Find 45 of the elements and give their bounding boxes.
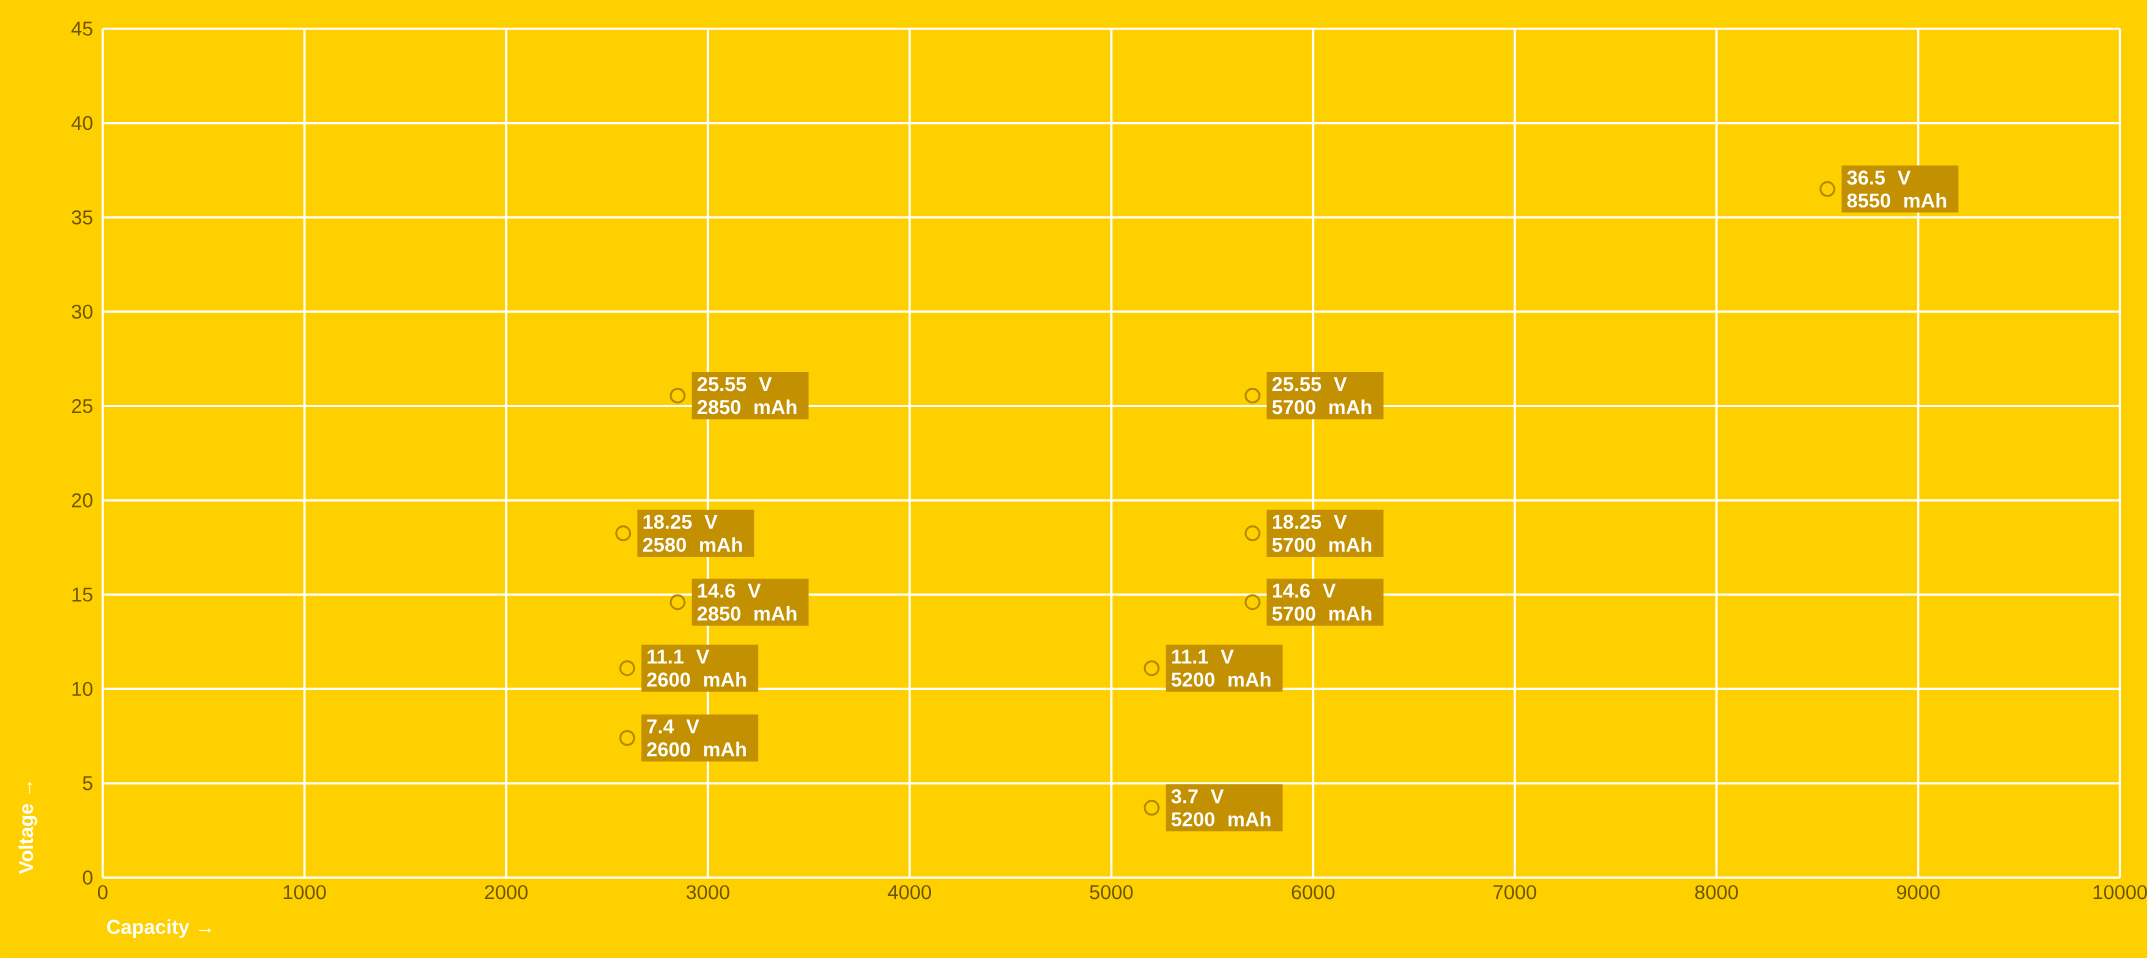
data-label: 18.25 V 2580 mAh: [643, 514, 742, 552]
point: [619, 660, 636, 677]
point: [1819, 180, 1836, 197]
data-label: 11.1 V 2600 mAh: [647, 649, 746, 687]
point: [615, 525, 632, 542]
x-tick-label: 5000: [1089, 884, 1133, 900]
data-label: 36.5 V 8550 mAh: [1847, 170, 1947, 208]
y-tick-label: 25: [72, 398, 93, 413]
data-label: 25.55 V 2850 mAh: [697, 376, 797, 415]
x-tick-label: 2000: [484, 884, 528, 900]
data-label: 3.7 V 5200 mAh: [1171, 789, 1271, 827]
x-tick-label: 7000: [1493, 884, 1537, 900]
y-tick-label: 20: [72, 493, 93, 508]
x-tick-label: 6000: [1291, 884, 1335, 900]
data-label: 14.6 V 2850 mAh: [697, 583, 797, 621]
data-label: 14.6 V 5700 mAh: [1272, 583, 1372, 621]
y-tick-label: 30: [71, 304, 93, 319]
point: [1143, 799, 1160, 816]
x-tick-label: 1000: [283, 884, 326, 900]
point: [1143, 660, 1160, 677]
x-tick-label: 9000: [1896, 884, 1940, 900]
y-tick-label: 15: [72, 587, 93, 602]
data-label: 18.25 V 5700 mAh: [1272, 514, 1372, 552]
x-tick-label: 3000: [686, 884, 730, 900]
x-tick-label: 8000: [1695, 884, 1738, 900]
x-axis-title: Capacity →: [107, 919, 211, 938]
y-tick-label: 0: [82, 870, 93, 885]
point: [1244, 525, 1261, 542]
y-tick-label: 40: [71, 115, 93, 130]
y-tick-label: 35: [71, 210, 93, 225]
point: [1244, 594, 1261, 611]
point: [669, 594, 686, 611]
x-tick-label: 10000: [2093, 884, 2147, 900]
y-tick-label: 10: [72, 681, 93, 696]
y-axis-title: Voltage →: [18, 781, 38, 874]
point: [669, 387, 686, 404]
point: [619, 729, 636, 746]
data-label: 25.55 V 5700 mAh: [1272, 376, 1372, 415]
y-tick-label: 45: [71, 21, 93, 36]
y-tick-label: 5: [82, 776, 93, 791]
point: [1244, 387, 1261, 404]
x-tick-label: 0: [97, 884, 108, 900]
data-label: 7.4 V 2600 mAh: [647, 719, 746, 757]
x-tick-label: 4000: [887, 884, 932, 900]
data-label: 11.1 V 5200 mAh: [1171, 649, 1271, 687]
